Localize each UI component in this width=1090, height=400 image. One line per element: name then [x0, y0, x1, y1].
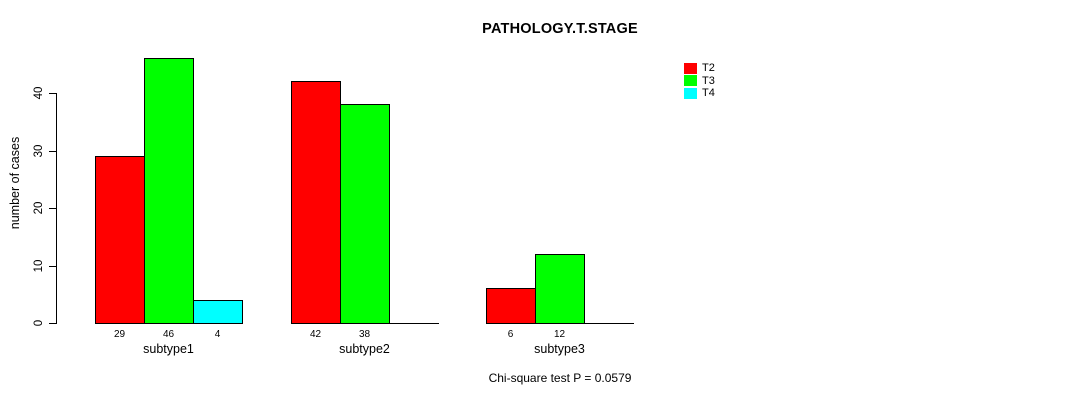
bar-subtype1-T2 [95, 156, 145, 324]
y-tick [49, 208, 56, 209]
y-tick-label: 30 [33, 144, 45, 157]
legend-item-T2: T2 [684, 62, 715, 75]
legend-item-T4: T4 [684, 87, 715, 100]
bar-subtype3-T2 [486, 288, 536, 324]
bar-value-label: 6 [507, 329, 514, 340]
legend-swatch-T2 [684, 62, 697, 74]
bar-value-label: 29 [113, 329, 126, 340]
y-axis-label: number of cases [8, 136, 22, 230]
chart-title: PATHOLOGY.T.STAGE [482, 21, 638, 37]
y-axis-line [56, 93, 57, 324]
bar-value-label: 46 [162, 329, 175, 340]
x-category-label-subtype1: subtype1 [143, 342, 194, 356]
bar-subtype3-T3 [535, 254, 585, 324]
bar-subtype2-T3 [340, 104, 390, 324]
legend-swatch-T4 [684, 87, 697, 99]
bar-value-label: 38 [358, 329, 371, 340]
legend-label: T4 [702, 87, 715, 100]
bar-value-label: 12 [553, 329, 566, 340]
bar-subtype1-T4 [193, 300, 243, 324]
x-category-label-subtype3: subtype3 [534, 342, 585, 356]
legend-swatch-T3 [684, 75, 697, 87]
y-tick [49, 265, 56, 267]
y-tick [49, 323, 56, 324]
x-category-label-subtype2: subtype2 [339, 342, 390, 356]
bar-subtype2-T2 [291, 81, 341, 324]
y-tick [49, 93, 56, 94]
y-tick-label: 40 [33, 86, 45, 100]
bar-subtype1-T3 [144, 58, 194, 324]
legend-item-T3: T3 [684, 75, 715, 88]
legend-label: T3 [702, 74, 715, 87]
y-tick-label: 20 [33, 201, 45, 215]
y-tick-label: 0 [33, 319, 45, 327]
y-tick-label: 10 [33, 259, 45, 272]
y-tick [49, 150, 56, 152]
legend: T2 T3 T4 [684, 62, 715, 100]
bar-value-label: 4 [214, 329, 221, 340]
chi-square-annotation: Chi-square test P = 0.0579 [488, 371, 632, 385]
legend-label: T2 [702, 62, 715, 75]
bar-value-label: 42 [309, 329, 322, 340]
